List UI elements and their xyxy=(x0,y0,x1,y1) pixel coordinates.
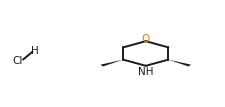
Text: O: O xyxy=(141,33,149,44)
Polygon shape xyxy=(168,60,190,66)
Text: Cl: Cl xyxy=(12,56,23,66)
Text: NH: NH xyxy=(137,67,153,77)
Text: H: H xyxy=(31,46,39,56)
Polygon shape xyxy=(100,60,123,66)
